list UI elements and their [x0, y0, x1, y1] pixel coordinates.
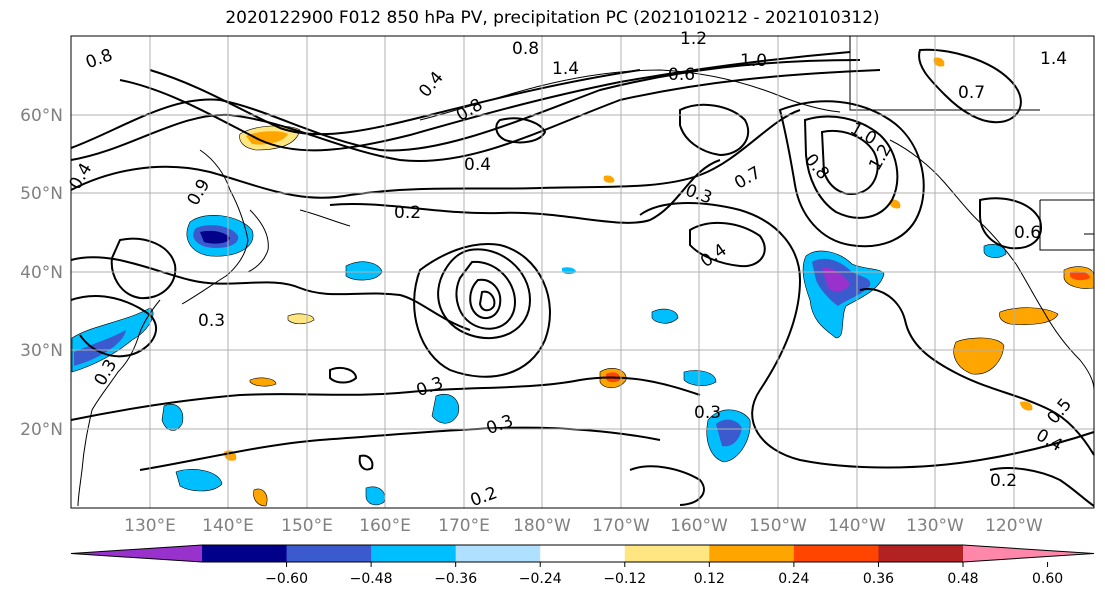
- lat-label: 40°N: [20, 263, 63, 283]
- colorbar-tick-label: 0.24: [778, 571, 809, 587]
- contour-label: 1.4: [1040, 49, 1067, 69]
- lon-label: 120°W: [985, 516, 1043, 536]
- lat-label: 30°N: [20, 341, 63, 361]
- colorbar: −0.60 −0.48 −0.36 −0.24 −0.12 0.12 0.24 0.36 0.4…: [70, 544, 1095, 587]
- colorbar-bin: [540, 545, 626, 562]
- contour-label: 1.4: [552, 59, 579, 79]
- colorbar-bin: [624, 545, 710, 562]
- lon-label: 160°E: [359, 516, 411, 536]
- colorbar-tick-label: −0.60: [265, 571, 308, 587]
- lon-label: 140°E: [202, 516, 254, 536]
- colorbar-bin: [793, 545, 879, 562]
- colorbar-tick-label: −0.36: [434, 571, 477, 587]
- contour-label: 0.8: [512, 39, 539, 59]
- colorbar-tick-label: −0.12: [603, 571, 646, 587]
- colorbar-bin: [202, 545, 288, 562]
- contour-label: 1.2: [680, 29, 707, 49]
- contour-label: 0.3: [198, 311, 225, 331]
- contour-label: 0.2: [990, 471, 1017, 491]
- lon-label: 180°W: [513, 516, 571, 536]
- contour-label: 0.4: [464, 155, 491, 175]
- pv-contours: [70, 48, 1095, 507]
- colorbar-bin: [709, 545, 795, 562]
- lon-label: 170°W: [592, 516, 650, 536]
- coastlines: [77, 36, 1095, 507]
- latitude-labels: 60°N 50°N 40°N 30°N 20°N: [20, 106, 63, 440]
- colorbar-tick-label: 0.36: [863, 571, 894, 587]
- graticule: [71, 36, 1094, 508]
- colorbar-outline: [70, 544, 1095, 563]
- colorbar-tick-label: 0.48: [947, 571, 978, 587]
- contour-label: 0.6: [668, 65, 695, 85]
- lon-label: 170°E: [438, 516, 490, 536]
- lat-label: 60°N: [20, 106, 63, 126]
- lat-label: 50°N: [20, 184, 63, 204]
- precip-shading: [71, 57, 1095, 507]
- colorbar-bin: [286, 545, 372, 562]
- lon-label: 130°W: [906, 516, 964, 536]
- contour-label: 0.7: [958, 83, 985, 103]
- colorbar-tick-label: 0.12: [694, 571, 725, 587]
- colorbar-bin: [455, 545, 541, 562]
- map-title: 2020122900 F012 850 hPa PV, precipitatio…: [225, 8, 880, 28]
- colorbar-extend-low: [71, 545, 202, 562]
- contour-label: 1.0: [740, 51, 767, 71]
- colorbar-bin: [371, 545, 457, 562]
- colorbar-bin: [878, 545, 964, 562]
- lon-label: 160°W: [670, 516, 728, 536]
- contour-label: 0.2: [394, 203, 421, 223]
- colorbar-tick-label: 0.60: [1032, 571, 1063, 587]
- colorbar-tick-label: −0.48: [350, 571, 393, 587]
- colorbar-tick-label: −0.24: [519, 571, 562, 587]
- lon-label: 130°E: [124, 516, 176, 536]
- colorbar-extend-high: [963, 545, 1094, 562]
- lon-label: 150°W: [749, 516, 807, 536]
- longitude-labels: 130°E 140°E 150°E 160°E 170°E 180°W 170°…: [124, 516, 1043, 536]
- lon-label: 140°W: [828, 516, 886, 536]
- contour-label: 0.6: [1014, 223, 1041, 243]
- lon-label: 150°E: [281, 516, 333, 536]
- lat-label: 20°N: [20, 420, 63, 440]
- map-frame: [70, 35, 1095, 509]
- contour-label: 0.3: [694, 403, 721, 423]
